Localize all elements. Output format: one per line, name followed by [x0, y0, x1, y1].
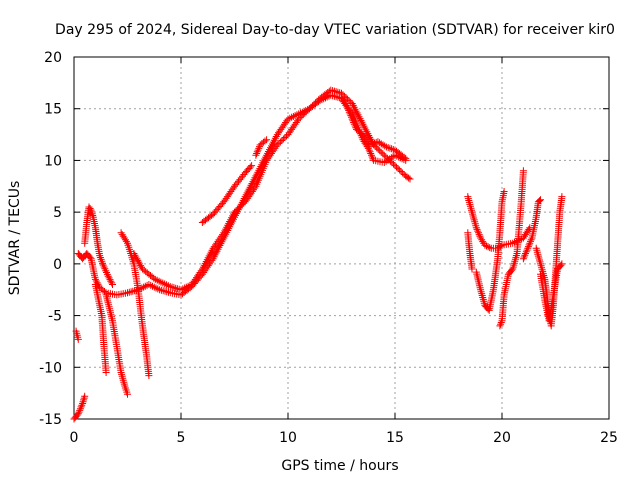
- y-tick-label: -5: [48, 309, 62, 325]
- y-tick-label: -15: [39, 412, 62, 428]
- series-arc-a: [70, 392, 89, 423]
- x-tick-label: 0: [70, 430, 79, 446]
- x-tick-label: 5: [177, 430, 186, 446]
- series-arc-d: [81, 203, 116, 288]
- x-tick-label: 10: [279, 430, 297, 446]
- x-tick-label: 15: [386, 430, 404, 446]
- y-tick-labels: -15 -10 -5 0 5 10 15 20: [39, 50, 62, 428]
- series-arc-m: [464, 229, 476, 273]
- y-tick-label: 15: [44, 102, 62, 118]
- series-arc-p: [519, 196, 544, 263]
- series-arc-n: [472, 188, 508, 314]
- data-marks: [70, 86, 566, 423]
- series-arc-j: [252, 136, 271, 159]
- x-axis-label: GPS time / hours: [281, 458, 398, 474]
- series-arc-f: [102, 291, 131, 398]
- series-arc-e: [91, 281, 110, 376]
- series-arc-b: [72, 327, 82, 343]
- chart-title: Day 295 of 2024, Sidereal Day-to-day VTE…: [55, 22, 615, 38]
- series-arc-r: [537, 260, 566, 325]
- series-arc-o: [496, 167, 527, 330]
- x-tick-labels: 0 5 10 15 20 25: [70, 430, 618, 446]
- series-arc-i: [198, 162, 256, 226]
- x-tick-label: 20: [493, 430, 511, 446]
- y-tick-label: 5: [53, 205, 62, 221]
- axis-ticks: [73, 56, 610, 420]
- series-arc-g: [117, 229, 153, 380]
- y-tick-label: 0: [53, 257, 62, 273]
- series-arc-h: [130, 86, 414, 294]
- y-tick-label: 10: [44, 153, 62, 169]
- y-axis-label: SDTVAR / TECUs: [7, 181, 23, 296]
- x-tick-label: 25: [600, 430, 618, 446]
- y-tick-label: -10: [39, 360, 62, 376]
- series-arc-k: [338, 94, 410, 162]
- plot-frame: [73, 56, 610, 420]
- y-tick-label: 20: [44, 50, 62, 66]
